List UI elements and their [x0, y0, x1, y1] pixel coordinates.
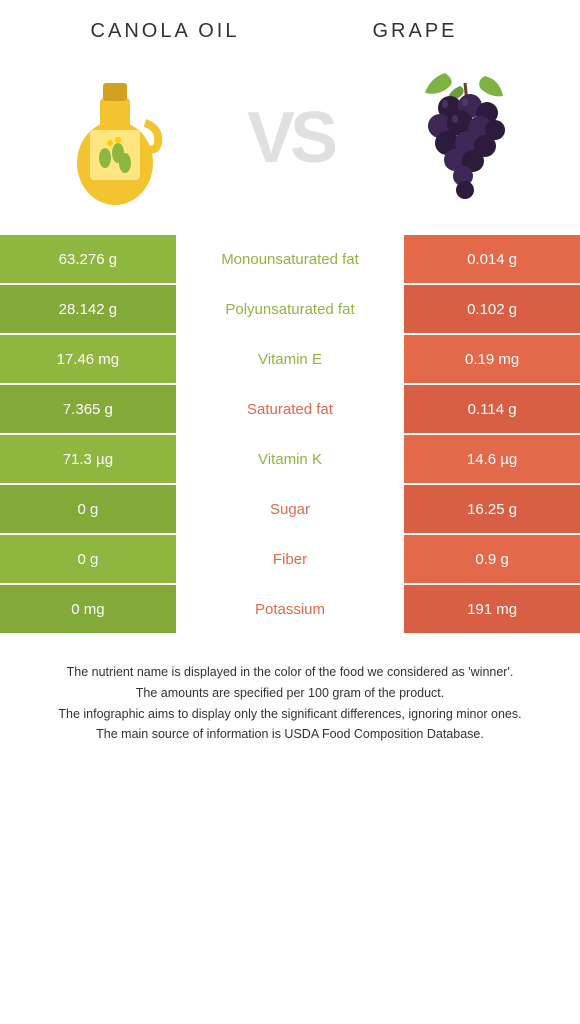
left-value: 17.46 mg — [0, 335, 176, 383]
table-row: 71.3 µgVitamin K14.6 µg — [0, 433, 580, 483]
table-row: 17.46 mgVitamin E0.19 mg — [0, 333, 580, 383]
right-value: 0.19 mg — [404, 335, 580, 383]
table-row: 0 mgPotassium191 mg — [0, 583, 580, 633]
right-value: 0.9 g — [404, 535, 580, 583]
canola-oil-image — [40, 63, 190, 213]
nutrient-name: Vitamin K — [176, 435, 404, 483]
right-value: 0.014 g — [404, 235, 580, 283]
vs-label: VS — [247, 97, 333, 179]
left-value: 71.3 µg — [0, 435, 176, 483]
comparison-table: 63.276 gMonounsaturated fat0.014 g28.142… — [0, 233, 580, 633]
footnote-line: The nutrient name is displayed in the co… — [20, 663, 560, 682]
table-row: 0 gSugar16.25 g — [0, 483, 580, 533]
nutrient-name: Potassium — [176, 585, 404, 633]
left-value: 0 g — [0, 485, 176, 533]
nutrient-name: Monounsaturated fat — [176, 235, 404, 283]
grape-image — [390, 63, 540, 213]
left-value: 0 mg — [0, 585, 176, 633]
nutrient-name: Saturated fat — [176, 385, 404, 433]
left-value: 28.142 g — [0, 285, 176, 333]
table-row: 63.276 gMonounsaturated fat0.014 g — [0, 233, 580, 283]
footnote-line: The main source of information is USDA F… — [20, 725, 560, 744]
nutrient-name: Fiber — [176, 535, 404, 583]
right-value: 0.114 g — [404, 385, 580, 433]
header: CANOLA OIL GRAPE — [0, 0, 580, 53]
nutrient-name: Sugar — [176, 485, 404, 533]
footnotes: The nutrient name is displayed in the co… — [0, 633, 580, 766]
table-row: 28.142 gPolyunsaturated fat0.102 g — [0, 283, 580, 333]
left-value: 0 g — [0, 535, 176, 583]
footnote-line: The amounts are specified per 100 gram o… — [20, 684, 560, 703]
footnote-line: The infographic aims to display only the… — [20, 705, 560, 724]
left-food-title: CANOLA OIL — [40, 20, 290, 43]
nutrient-name: Vitamin E — [176, 335, 404, 383]
nutrient-name: Polyunsaturated fat — [176, 285, 404, 333]
right-value: 191 mg — [404, 585, 580, 633]
right-food-title: GRAPE — [290, 20, 540, 43]
left-value: 63.276 g — [0, 235, 176, 283]
right-value: 0.102 g — [404, 285, 580, 333]
table-row: 0 gFiber0.9 g — [0, 533, 580, 583]
right-value: 16.25 g — [404, 485, 580, 533]
right-value: 14.6 µg — [404, 435, 580, 483]
left-value: 7.365 g — [0, 385, 176, 433]
images-row: VS — [0, 53, 580, 233]
table-row: 7.365 gSaturated fat0.114 g — [0, 383, 580, 433]
